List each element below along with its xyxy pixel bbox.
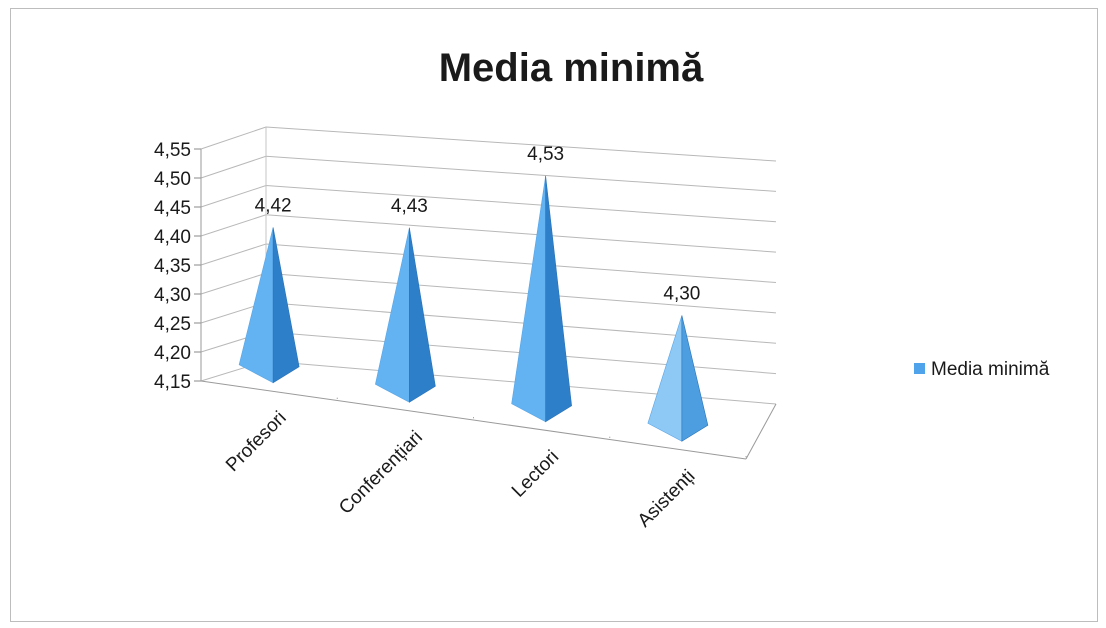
x-axis-line bbox=[200, 380, 747, 460]
legend-swatch bbox=[914, 363, 925, 374]
chart-frame: Media minimă 4,15 4,20 4,25 4,30 4,35 4,40 4,4… bbox=[10, 8, 1098, 622]
y-tick-label: 4,35 bbox=[154, 256, 191, 277]
pyramid-bar-shade bbox=[409, 227, 436, 403]
gridline bbox=[200, 243, 777, 283]
pyramid-bar-shade bbox=[681, 315, 709, 442]
y-tick-label: 4,50 bbox=[154, 169, 191, 190]
chart-canvas: Media minimă 4,15 4,20 4,25 4,30 4,35 4,40 4,4… bbox=[154, 46, 1050, 532]
x-tick-label: Profesori bbox=[222, 407, 291, 476]
gridline bbox=[200, 155, 777, 192]
data-label: 4,42 bbox=[255, 195, 292, 216]
pyramid-bar bbox=[511, 175, 546, 423]
y-tick-label: 4,25 bbox=[154, 314, 191, 335]
y-tick-label: 4,40 bbox=[154, 227, 191, 248]
pyramid-bars bbox=[238, 175, 709, 442]
y-tick-label: 4,20 bbox=[154, 343, 191, 364]
floor-right-edge bbox=[745, 403, 777, 460]
gridline bbox=[200, 126, 777, 162]
pyramid-bar-shade bbox=[545, 175, 572, 423]
data-labels: 4,42 4,43 4,53 4,30 bbox=[255, 144, 701, 305]
y-tick-label: 4,55 bbox=[154, 140, 191, 161]
data-label: 4,43 bbox=[391, 196, 428, 217]
gridline bbox=[200, 214, 777, 253]
x-tick-label: Asistenți bbox=[634, 466, 700, 532]
x-tick-label: Conferențiari bbox=[335, 427, 427, 519]
chart-title: Media minimă bbox=[439, 46, 704, 90]
pyramid-bar-shade bbox=[272, 227, 300, 384]
y-tick-label: 4,30 bbox=[154, 285, 191, 306]
y-tick-label: 4,45 bbox=[154, 198, 191, 219]
data-label: 4,30 bbox=[663, 283, 700, 304]
legend-label: Media minimă bbox=[931, 359, 1050, 380]
legend: Media minimă bbox=[914, 359, 1050, 380]
x-tick-label: Lectori bbox=[508, 446, 563, 501]
data-label: 4,53 bbox=[527, 144, 564, 165]
y-tick-label: 4,15 bbox=[154, 372, 191, 393]
